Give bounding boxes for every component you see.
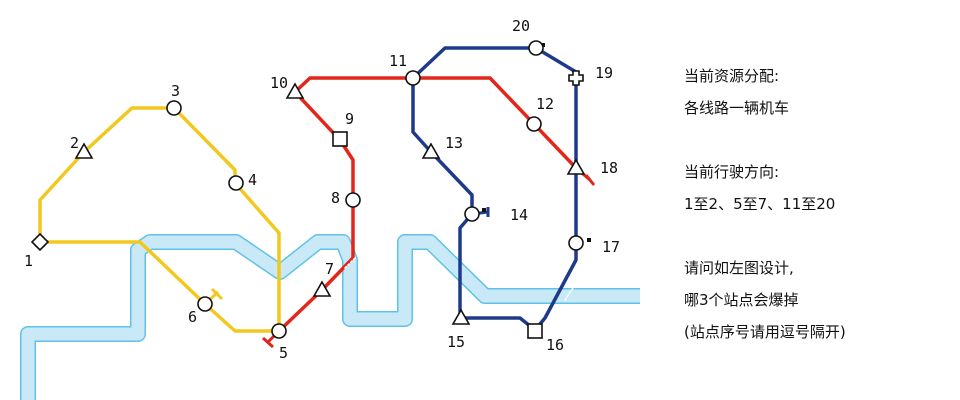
resource-text: 各线路一辆机车 xyxy=(684,99,790,117)
station-label-12: 12 xyxy=(536,95,554,113)
answer-hint: (站点序号请用逗号隔开) xyxy=(684,323,846,341)
station-label-15: 15 xyxy=(447,333,465,351)
question-text: 请问如左图设计, xyxy=(684,259,794,277)
station-20-circle[interactable] xyxy=(528,40,544,56)
station-16-square[interactable] xyxy=(527,323,543,339)
station-label-5: 5 xyxy=(279,344,288,362)
station-label-20: 20 xyxy=(512,17,530,35)
station-15-triangle[interactable] xyxy=(451,308,471,325)
station-6-circle[interactable] xyxy=(197,296,213,312)
station-8-circle[interactable] xyxy=(345,192,361,208)
red-line-end-cap xyxy=(261,336,275,349)
question-text: 哪3个站点会爆掉 xyxy=(684,291,799,309)
station-label-14: 14 xyxy=(510,206,528,224)
red-line-end-cap xyxy=(584,174,596,186)
station-5-circle[interactable] xyxy=(271,323,287,339)
spacer xyxy=(684,220,954,252)
direction-heading: 当前行驶方向: xyxy=(684,163,780,181)
river-water xyxy=(21,235,640,400)
station-label-3: 3 xyxy=(171,82,180,100)
station-12-circle[interactable] xyxy=(526,116,542,132)
station-label-18: 18 xyxy=(600,159,618,177)
station-label-17: 17 xyxy=(602,238,620,256)
station-2-triangle[interactable] xyxy=(74,142,94,159)
station-label-6: 6 xyxy=(188,308,197,326)
resource-heading: 当前资源分配: xyxy=(684,67,780,85)
station-label-2: 2 xyxy=(70,134,79,152)
question-panel: 当前资源分配: 各线路一辆机车 当前行驶方向: 1至2、5至7、11至20 请问… xyxy=(684,60,954,348)
stations xyxy=(30,40,586,339)
station-labels: 1 2 3 4 5 6 7 8 9 10 11 12 13 14 15 16 1… xyxy=(24,17,620,362)
passenger-marker xyxy=(587,238,591,242)
station-7-triangle[interactable] xyxy=(312,280,332,297)
station-1-diamond[interactable] xyxy=(30,232,50,252)
station-13-triangle[interactable] xyxy=(421,142,441,159)
station-label-19: 19 xyxy=(595,64,613,82)
station-label-16: 16 xyxy=(546,336,564,354)
station-10-triangle[interactable] xyxy=(285,82,305,99)
station-label-11: 11 xyxy=(389,52,407,70)
station-label-1: 1 xyxy=(24,252,33,270)
station-19-cross[interactable] xyxy=(568,70,584,86)
tunnel-marker xyxy=(564,287,574,301)
station-label-10: 10 xyxy=(270,74,288,92)
spacer xyxy=(684,124,954,156)
tunnel-marker xyxy=(344,257,356,269)
station-3-circle[interactable] xyxy=(166,100,182,116)
station-11-circle[interactable] xyxy=(405,70,421,86)
station-label-4: 4 xyxy=(248,171,257,189)
station-14-circle[interactable] xyxy=(464,206,480,222)
blue-line-segment[interactable] xyxy=(411,46,578,332)
direction-text: 1至2、5至7、11至20 xyxy=(684,195,836,213)
passenger-marker xyxy=(482,208,486,212)
station-17-circle[interactable] xyxy=(568,235,584,251)
station-4-circle[interactable] xyxy=(228,175,244,191)
station-label-13: 13 xyxy=(445,134,463,152)
station-label-8: 8 xyxy=(331,189,340,207)
station-label-9: 9 xyxy=(345,110,354,128)
station-9-square[interactable] xyxy=(332,131,348,147)
yellow-line-end-cap xyxy=(210,287,224,301)
station-label-7: 7 xyxy=(325,260,334,278)
station-18-triangle[interactable] xyxy=(566,158,586,175)
river xyxy=(20,234,640,400)
